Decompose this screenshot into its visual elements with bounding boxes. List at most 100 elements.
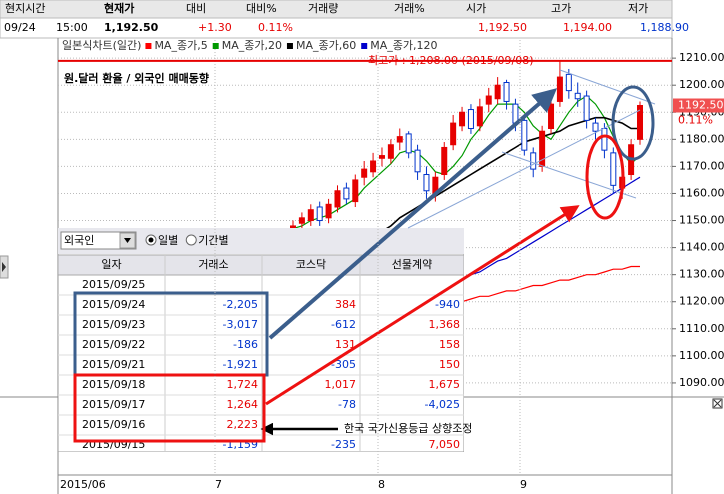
value-cell: 2,223 <box>227 418 259 431</box>
candle-body <box>637 104 643 140</box>
y-tick-label: 1090.00 <box>679 376 724 389</box>
candle-body <box>441 146 448 176</box>
blue-ellipse <box>611 85 655 161</box>
header-value: 1,188.90 <box>640 21 689 34</box>
last-price: 1192.50 <box>678 98 724 111</box>
header-label: 대비 <box>186 2 206 15</box>
candle-body <box>405 133 412 154</box>
candle-body <box>334 190 341 208</box>
legend-swatch <box>286 43 293 49</box>
candle-body <box>396 136 403 143</box>
trend-line <box>501 151 637 199</box>
header-values <box>0 17 673 39</box>
candle-body <box>476 106 483 127</box>
date-cell: 2015/09/25 <box>82 278 145 291</box>
candle-body <box>298 217 305 224</box>
header-time: 15:00 <box>56 21 88 34</box>
candle-body <box>610 152 617 186</box>
header-value: 1,194.00 <box>563 21 612 34</box>
legend-label: MA_종가,20 <box>222 39 282 52</box>
value-cell: -305 <box>331 358 356 371</box>
candle-body <box>494 84 501 100</box>
value-cell: 150 <box>439 358 460 371</box>
ma-line <box>292 95 641 230</box>
trend-line <box>407 109 641 229</box>
high-note: 최고가 : 1,208.00 (2015/09/08) <box>368 54 534 67</box>
value-cell: -235 <box>331 438 356 451</box>
radio-dot <box>148 237 154 243</box>
expander-icon <box>2 262 6 272</box>
y-tick-label: 1100.00 <box>679 349 724 362</box>
red-box <box>73 373 266 443</box>
header-label: 시가 <box>466 2 486 15</box>
value-cell: -4,025 <box>425 398 460 411</box>
value-cell: -3,017 <box>223 318 258 331</box>
y-tick-label: 1200.00 <box>679 78 724 91</box>
y-tick-label: 1210.00 <box>679 51 724 64</box>
y-tick-label: 1120.00 <box>679 295 724 308</box>
date-cell: 2015/09/18 <box>82 378 145 391</box>
date-cell: 2015/09/22 <box>82 338 145 351</box>
last-price-box <box>673 98 724 113</box>
header-label: 거래량 <box>308 2 338 15</box>
dropdown[interactable] <box>60 231 137 250</box>
header-label: 거래% <box>394 2 425 15</box>
value-cell: -186 <box>233 338 258 351</box>
candle-body <box>530 152 537 170</box>
y-tick-label: 1140.00 <box>679 241 724 254</box>
blue-arrow <box>268 88 558 340</box>
date-cell: 2015/09/17 <box>82 398 145 411</box>
candle-body <box>485 95 492 105</box>
value-cell: 158 <box>439 338 460 351</box>
value-cell: -78 <box>338 398 356 411</box>
candle-body <box>583 95 590 121</box>
header-value: 1,192.50 <box>104 21 159 34</box>
candle-body <box>307 209 314 222</box>
column-header: 선물계약 <box>392 257 432 271</box>
header-label: 현지시간 <box>5 2 45 15</box>
candle-body <box>548 103 555 130</box>
x-tick-label: 8 <box>378 478 385 491</box>
candle-body <box>521 119 528 151</box>
y-tick-label: 1110.00 <box>679 322 724 335</box>
x-tick-label: 2015/06 <box>60 478 106 491</box>
header-label: 현재가 <box>104 1 134 15</box>
candle-body <box>423 174 430 192</box>
candle-body <box>601 128 608 151</box>
candle-body <box>574 92 581 100</box>
candle-body <box>387 144 394 159</box>
y-tick-label: 1130.00 <box>679 268 724 281</box>
last-change: 0.11% <box>678 113 713 126</box>
y-tick-label: 1150.00 <box>679 214 724 227</box>
date-cell: 2015/09/24 <box>82 298 145 311</box>
column-header: 일자 <box>101 257 121 271</box>
red-ellipse <box>585 134 625 220</box>
value-cell: 1,368 <box>429 318 461 331</box>
value-cell: 384 <box>335 298 356 311</box>
value-cell: -612 <box>331 318 356 331</box>
candle-body <box>352 179 359 203</box>
value-cell: -2,205 <box>223 298 258 311</box>
dropdown-arrow <box>124 238 131 243</box>
legend-label: MA_종가,5 <box>154 39 207 52</box>
value-cell: -1,921 <box>223 358 258 371</box>
date-cell: 2015/09/16 <box>82 418 145 431</box>
radio-label[interactable]: 기간별 <box>198 234 228 247</box>
annotations: 한국 국가신용등급 상향조정 <box>73 69 656 443</box>
radio[interactable] <box>185 234 197 246</box>
red-arrow <box>265 205 580 406</box>
candle-body <box>503 81 510 102</box>
radio-label[interactable]: 일별 <box>158 233 178 247</box>
candle-body <box>556 76 563 102</box>
candle-body <box>325 203 332 219</box>
value-cell: 1,017 <box>325 378 357 391</box>
header-date: 09/24 <box>4 21 36 34</box>
value-cell: 1,675 <box>429 378 461 391</box>
header-label: 대비% <box>246 2 277 15</box>
value-cell: 1,724 <box>227 378 259 391</box>
header-value: 0.11% <box>258 21 293 34</box>
candle-body <box>316 206 323 222</box>
chart-title: 원.달러 환율 / 외국인 매매동향 <box>64 71 209 85</box>
